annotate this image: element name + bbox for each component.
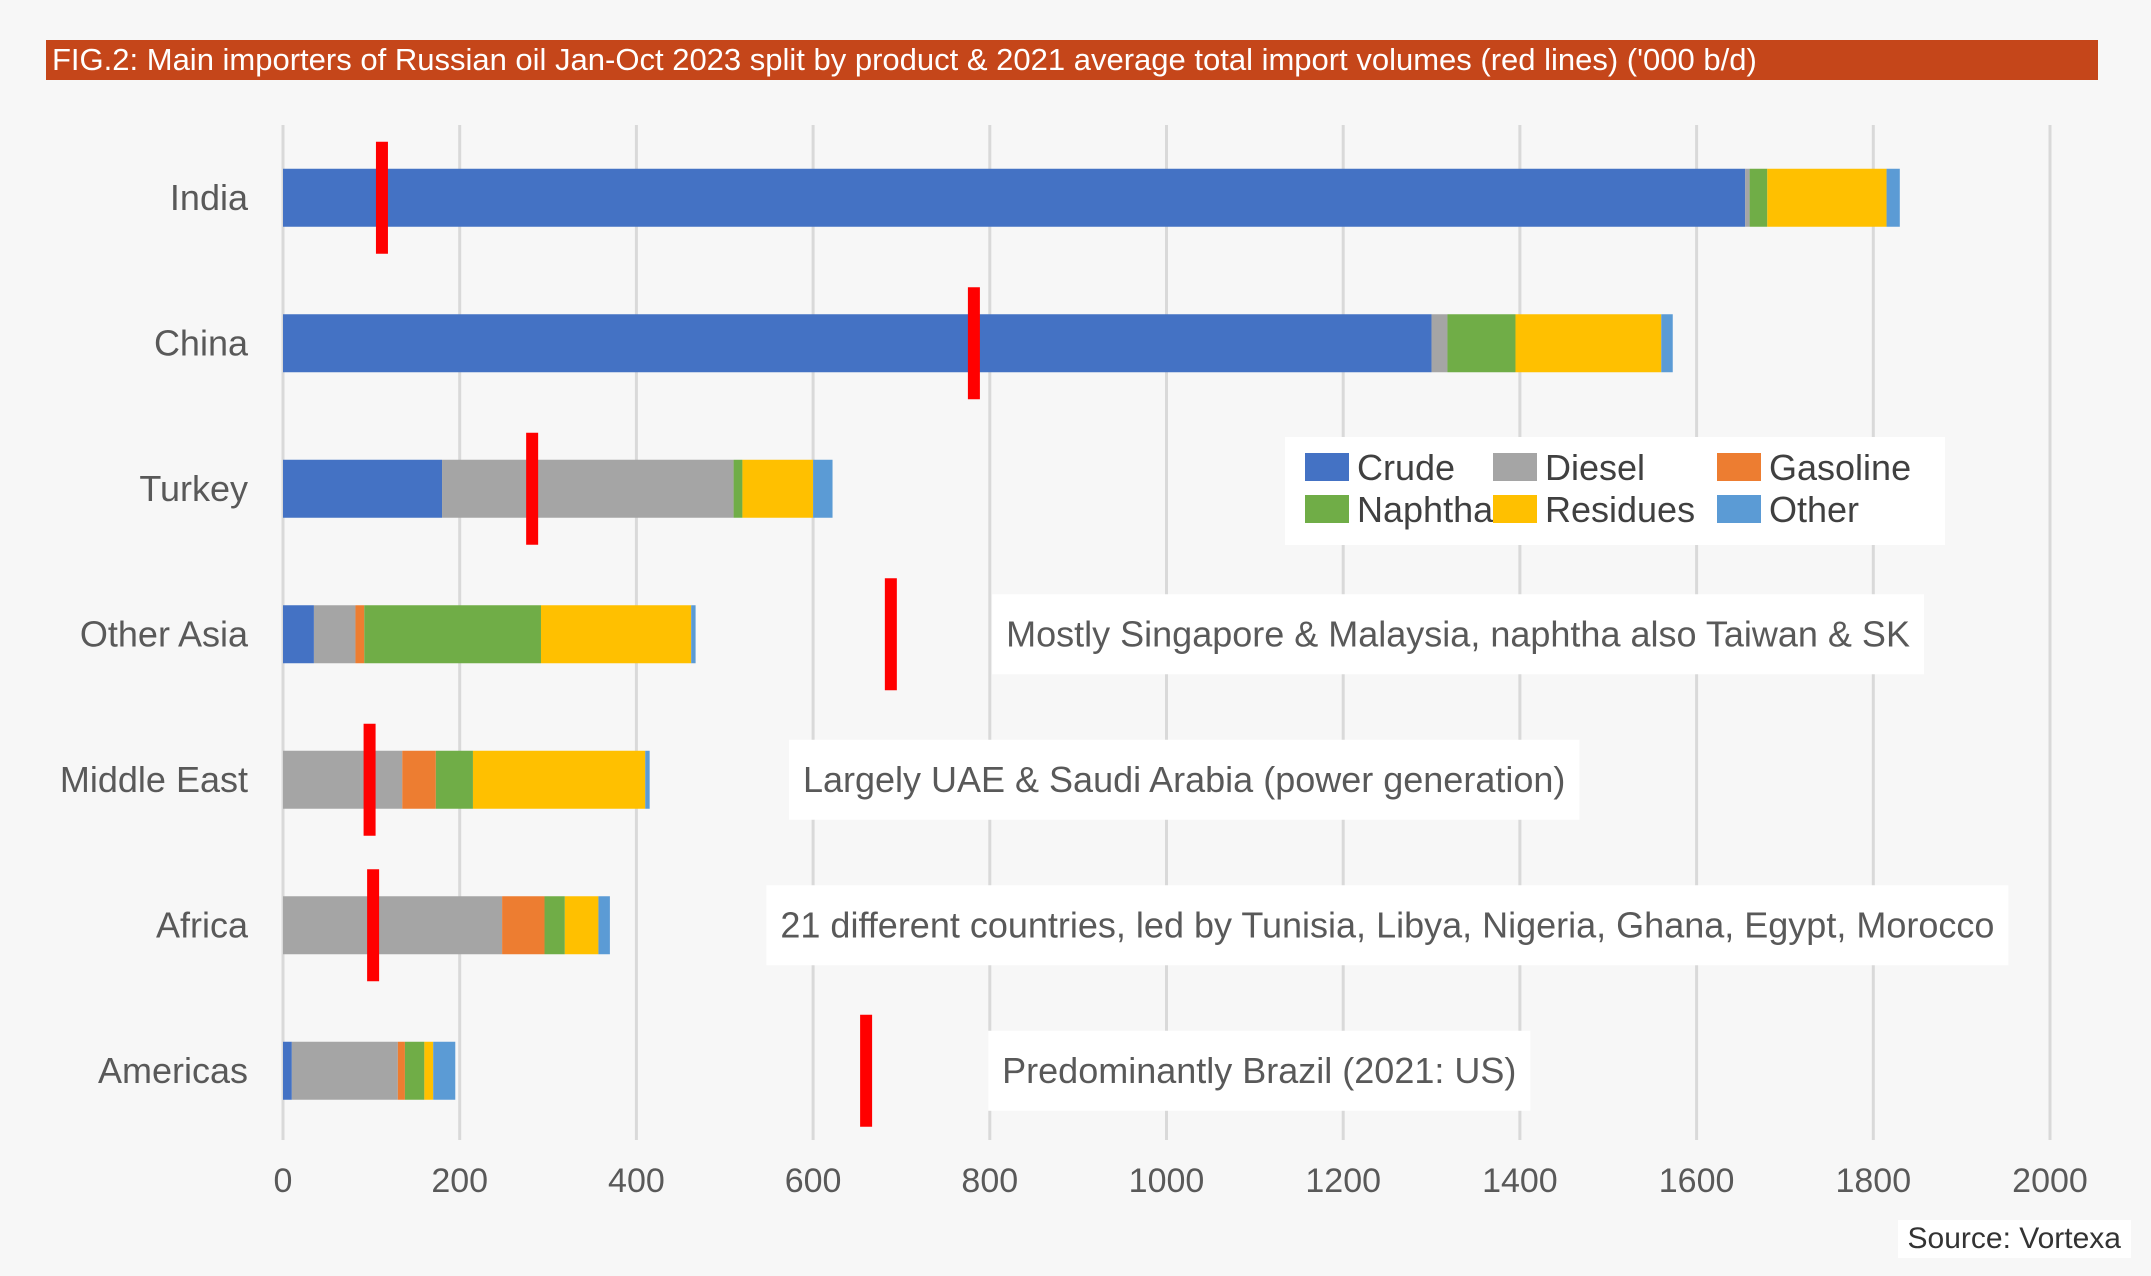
bar-africa-diesel: [283, 896, 503, 955]
x-tick-label: 1200: [1305, 1162, 1381, 1200]
bar-other-asia-residues: [540, 605, 692, 664]
annotation: Mostly Singapore & Malaysia, naphtha als…: [992, 594, 1924, 675]
bar-india-crude: [283, 168, 1746, 227]
bar-americas-residues: [424, 1041, 434, 1100]
annotation-text: Predominantly Brazil (2021: US): [1002, 1050, 1516, 1091]
bar-china-diesel: [1431, 314, 1448, 373]
bar-americas-naphtha: [404, 1041, 425, 1100]
legend-label-residues: Residues: [1545, 489, 1695, 530]
bar-turkey-diesel: [442, 459, 734, 518]
x-tick-label: 2000: [2012, 1162, 2088, 1200]
bar-americas-crude: [283, 1041, 292, 1100]
x-tick-label: 600: [785, 1162, 842, 1200]
bar-middle-east-diesel: [283, 750, 403, 809]
annotation-box: [992, 594, 1924, 675]
category-label: Africa: [156, 904, 249, 945]
bar-africa-naphtha: [544, 896, 565, 955]
avg-2021-line-turkey: [526, 432, 539, 545]
legend-box: [1285, 437, 1945, 545]
bar-africa-other: [598, 896, 610, 955]
x-tick-label: 400: [608, 1162, 665, 1200]
bar-china-naphtha: [1447, 314, 1516, 373]
bar-other-asia-other: [691, 605, 696, 664]
category-labels: India China Turkey Other Asia Middle East Afr…: [60, 177, 249, 1091]
bar-other-asia-crude: [283, 605, 314, 664]
category-label: Americas: [98, 1050, 248, 1091]
legend-swatch-gasoline: [1717, 453, 1761, 481]
x-tick-label: 1800: [1835, 1162, 1911, 1200]
annotation: Largely UAE & Saudi Arabia (power genera…: [788, 739, 1580, 820]
annotation-box: [988, 1030, 1531, 1111]
annotation-box: [766, 885, 2009, 966]
legend-label-naphtha: Naphtha: [1357, 489, 1494, 530]
annotation: Predominantly Brazil (2021: US): [988, 1030, 1531, 1111]
chart-title: FIG.2: Main importers of Russian oil Jan…: [46, 40, 2098, 80]
legend-label-diesel: Diesel: [1545, 447, 1645, 488]
annotation-text: Largely UAE & Saudi Arabia (power genera…: [803, 759, 1565, 800]
annotations: Mostly Singapore & Malaysia, naphtha als…: [766, 594, 2009, 1111]
reference-lines: [363, 141, 980, 1127]
avg-2021-line-middle-east: [363, 723, 376, 836]
x-tick-label: 800: [961, 1162, 1018, 1200]
bars: [283, 168, 1900, 1100]
bar-china-residues: [1515, 314, 1662, 373]
source-note: Source: Vortexa: [1897, 1220, 2131, 1258]
x-tick-labels: 0 200 400 600 800 1000 1200 1400 1600 1800 2000: [274, 1162, 2088, 1200]
bar-turkey-naphtha: [733, 459, 743, 518]
legend-label-crude: Crude: [1357, 447, 1455, 488]
bar-india-diesel: [1745, 168, 1750, 227]
x-tick-label: 1400: [1482, 1162, 1558, 1200]
bar-africa-gasoline: [502, 896, 545, 955]
legend-swatch-naphtha: [1305, 495, 1349, 523]
bar-americas-diesel: [291, 1041, 398, 1100]
legend: Crude Diesel Gasoline Naphtha Residues Other: [1285, 437, 1945, 545]
x-tick-label: 1600: [1659, 1162, 1735, 1200]
bar-turkey-residues: [742, 459, 814, 518]
avg-2021-line-india: [375, 141, 388, 254]
avg-2021-line-africa: [367, 869, 380, 982]
bar-china-other: [1661, 314, 1673, 373]
bar-africa-residues: [564, 896, 599, 955]
bar-turkey-crude: [283, 459, 443, 518]
x-tick-label: 0: [274, 1162, 293, 1200]
avg-2021-line-china: [967, 287, 980, 400]
annotation: 21 different countries, led by Tunisia, …: [766, 885, 2009, 966]
legend-swatch-diesel: [1493, 453, 1537, 481]
category-label: Middle East: [60, 759, 248, 800]
legend-label-gasoline: Gasoline: [1769, 447, 1911, 488]
bar-other-asia-diesel: [313, 605, 356, 664]
bar-india-residues: [1767, 168, 1887, 227]
category-label: China: [154, 322, 249, 363]
category-label: Other Asia: [80, 613, 249, 654]
avg-2021-line-americas: [860, 1014, 873, 1127]
annotation-text: 21 different countries, led by Tunisia, …: [780, 904, 1994, 945]
bar-other-asia-gasoline: [355, 605, 365, 664]
legend-swatch-other: [1717, 495, 1761, 523]
bar-middle-east-naphtha: [435, 750, 473, 809]
legend-swatch-residues: [1493, 495, 1537, 523]
bar-india-naphtha: [1749, 168, 1768, 227]
category-label: India: [170, 177, 249, 218]
bar-americas-other: [433, 1041, 456, 1100]
x-tick-label: 1000: [1129, 1162, 1205, 1200]
annotation-box: [788, 739, 1580, 820]
bar-turkey-other: [813, 459, 833, 518]
annotation-text: Mostly Singapore & Malaysia, naphtha als…: [1006, 613, 1910, 654]
legend-label-other: Other: [1769, 489, 1859, 530]
x-tick-label: 200: [431, 1162, 488, 1200]
avg-2021-line-other-asia: [884, 578, 897, 691]
bar-middle-east-residues: [472, 750, 646, 809]
bar-middle-east-other: [645, 750, 650, 809]
legend-swatch-crude: [1305, 453, 1349, 481]
bar-middle-east-gasoline: [402, 750, 436, 809]
bar-china-crude: [283, 314, 1432, 373]
bar-india-other: [1886, 168, 1900, 227]
category-label: Turkey: [139, 468, 248, 509]
bar-other-asia-naphtha: [364, 605, 541, 664]
bar-americas-gasoline: [397, 1041, 405, 1100]
